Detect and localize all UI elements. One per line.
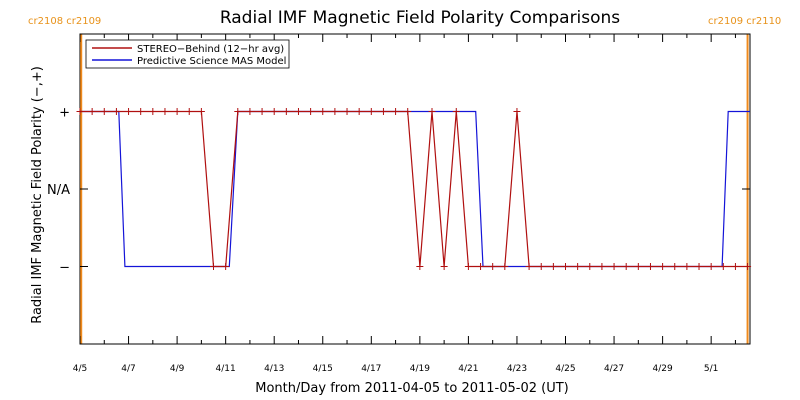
- data-point-stereo-behind: [294, 108, 302, 115]
- data-point-stereo-behind: [562, 263, 570, 270]
- data-point-stereo-behind: [392, 108, 400, 115]
- carrington-rotation-label-right: cr2109 cr2110: [708, 16, 781, 27]
- data-point-stereo-behind: [440, 263, 448, 270]
- x-tick-label: 4/7: [121, 364, 135, 374]
- data-point-stereo-behind: [234, 108, 242, 115]
- y-tick-label: +: [59, 106, 70, 121]
- data-point-stereo-behind: [513, 108, 521, 115]
- data-point-stereo-behind: [137, 108, 145, 115]
- data-point-stereo-behind: [416, 263, 424, 270]
- x-tick-label: 4/5: [73, 364, 87, 374]
- legend-label-mas-model: Predictive Science MAS Model: [137, 56, 286, 67]
- plot-frame: [79, 33, 751, 345]
- data-point-stereo-behind: [258, 108, 266, 115]
- data-point-stereo-behind: [537, 263, 545, 270]
- data-point-stereo-behind: [464, 263, 472, 270]
- data-point-stereo-behind: [477, 263, 485, 270]
- data-point-stereo-behind: [622, 263, 630, 270]
- series-line-stereo-behind: [80, 110, 748, 268]
- data-point-stereo-behind: [452, 108, 460, 115]
- data-point-stereo-behind: [173, 108, 181, 115]
- data-point-stereo-behind: [695, 263, 703, 270]
- data-point-stereo-behind: [683, 263, 691, 270]
- x-tick-label: 4/11: [216, 364, 236, 374]
- legend-label-stereo: STEREO−Behind (12−hr avg): [137, 44, 284, 55]
- data-point-stereo-behind: [659, 263, 667, 270]
- data-point-stereo-behind: [744, 263, 752, 270]
- data-point-stereo-behind: [634, 263, 642, 270]
- data-point-stereo-behind: [525, 263, 533, 270]
- data-point-stereo-behind: [707, 263, 715, 270]
- data-point-stereo-behind: [185, 108, 193, 115]
- legend: STEREO−Behind (12−hr avg) Predictive Sci…: [85, 39, 290, 69]
- data-point-stereo-behind: [210, 263, 218, 270]
- legend-box: [85, 39, 290, 69]
- data-point-stereo-behind: [549, 263, 557, 270]
- x-tick-label: 4/27: [604, 364, 624, 374]
- data-point-stereo-behind: [719, 263, 727, 270]
- data-point-stereo-behind: [489, 263, 497, 270]
- data-point-stereo-behind: [246, 108, 254, 115]
- data-point-stereo-behind: [428, 108, 436, 115]
- data-point-stereo-behind: [586, 263, 594, 270]
- data-point-stereo-behind: [161, 108, 169, 115]
- x-tick-label: 4/9: [170, 364, 185, 374]
- series-line-mas-model: [80, 110, 750, 268]
- x-tick-label: 4/15: [313, 364, 333, 374]
- data-point-stereo-behind: [76, 108, 84, 115]
- data-point-stereo-behind: [355, 108, 363, 115]
- x-tick-label: 4/21: [458, 364, 478, 374]
- data-point-stereo-behind: [100, 108, 108, 115]
- x-axis-label: Month/Day from 2011-04-05 to 2011-05-02 …: [255, 381, 568, 396]
- data-point-stereo-behind: [222, 263, 230, 270]
- data-point-stereo-behind: [319, 108, 327, 115]
- data-point-stereo-behind: [88, 108, 96, 115]
- data-point-stereo-behind: [307, 108, 315, 115]
- y-axis-label: Radial IMF Magnetic Field Polarity (−,+): [30, 66, 45, 324]
- chart-title: Radial IMF Magnetic Field Polarity Compa…: [220, 8, 620, 28]
- data-point-stereo-behind: [671, 263, 679, 270]
- data-point-stereo-behind: [598, 263, 606, 270]
- x-tick-label: 4/29: [652, 364, 672, 374]
- data-point-stereo-behind: [731, 263, 739, 270]
- data-point-stereo-behind: [343, 108, 351, 115]
- y-tick-label: −: [59, 261, 70, 276]
- data-point-stereo-behind: [646, 263, 654, 270]
- data-point-stereo-behind: [610, 263, 618, 270]
- data-point-stereo-behind: [125, 108, 133, 115]
- data-point-stereo-behind: [197, 108, 205, 115]
- x-tick-label: 4/25: [555, 364, 575, 374]
- x-tick-label: 4/23: [507, 364, 527, 374]
- data-point-stereo-behind: [149, 108, 157, 115]
- y-tick-label: N/A: [47, 183, 70, 198]
- carrington-rotation-label-left: cr2108 cr2109: [28, 16, 101, 27]
- data-point-stereo-behind: [112, 108, 120, 115]
- data-point-stereo-behind: [282, 108, 290, 115]
- x-tick-label: 4/19: [410, 364, 430, 374]
- data-point-stereo-behind: [574, 263, 582, 270]
- x-tick-label: 5/1: [704, 364, 718, 374]
- data-point-stereo-behind: [501, 263, 509, 270]
- data-point-stereo-behind: [404, 108, 412, 115]
- data-point-stereo-behind: [270, 108, 278, 115]
- x-tick-label: 4/17: [361, 364, 381, 374]
- data-point-stereo-behind: [367, 108, 375, 115]
- data-point-stereo-behind: [331, 108, 339, 115]
- data-point-stereo-behind: [379, 108, 387, 115]
- x-tick-label: 4/13: [264, 364, 284, 374]
